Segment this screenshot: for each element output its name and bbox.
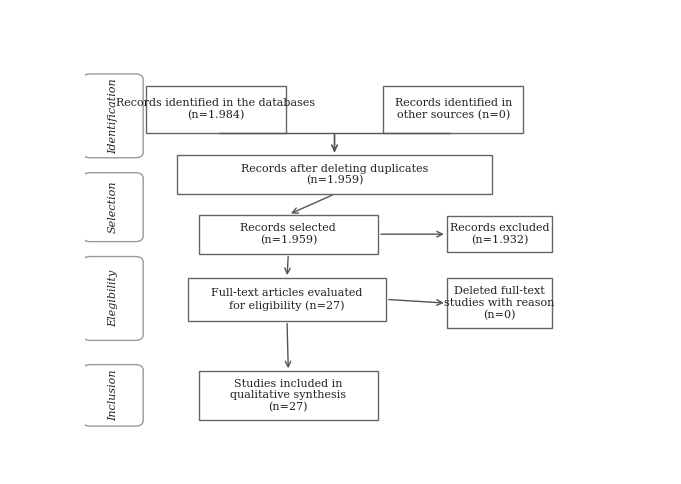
Text: Selection: Selection — [108, 181, 118, 233]
FancyBboxPatch shape — [82, 364, 143, 426]
FancyBboxPatch shape — [188, 278, 386, 321]
FancyBboxPatch shape — [178, 155, 492, 194]
FancyBboxPatch shape — [146, 86, 285, 133]
FancyBboxPatch shape — [447, 216, 552, 252]
Text: Identification: Identification — [108, 78, 118, 153]
Text: Studies included in
qualitative synthesis
(n=27): Studies included in qualitative synthesi… — [230, 378, 347, 412]
FancyBboxPatch shape — [82, 173, 143, 242]
FancyBboxPatch shape — [383, 86, 523, 133]
FancyBboxPatch shape — [199, 371, 378, 420]
FancyBboxPatch shape — [82, 257, 143, 340]
Text: Records excluded
(n=1.932): Records excluded (n=1.932) — [449, 223, 549, 245]
FancyBboxPatch shape — [199, 214, 378, 254]
Text: Full-text articles evaluated
for eligibility (n=27): Full-text articles evaluated for eligibi… — [211, 288, 363, 311]
Text: Records after deleting duplicates
(n=1.959): Records after deleting duplicates (n=1.9… — [241, 164, 428, 185]
Text: Records identified in
other sources (n=0): Records identified in other sources (n=0… — [394, 98, 512, 121]
Text: Records selected
(n=1.959): Records selected (n=1.959) — [240, 223, 336, 245]
Text: Inclusion: Inclusion — [108, 370, 118, 421]
Text: Elegibility: Elegibility — [108, 270, 118, 327]
Text: Deleted full-text
studies with reason
(n=0): Deleted full-text studies with reason (n… — [444, 287, 554, 320]
FancyBboxPatch shape — [82, 74, 143, 158]
FancyBboxPatch shape — [447, 278, 552, 328]
Text: Records identified in the databases
(n=1.984): Records identified in the databases (n=1… — [116, 98, 315, 121]
